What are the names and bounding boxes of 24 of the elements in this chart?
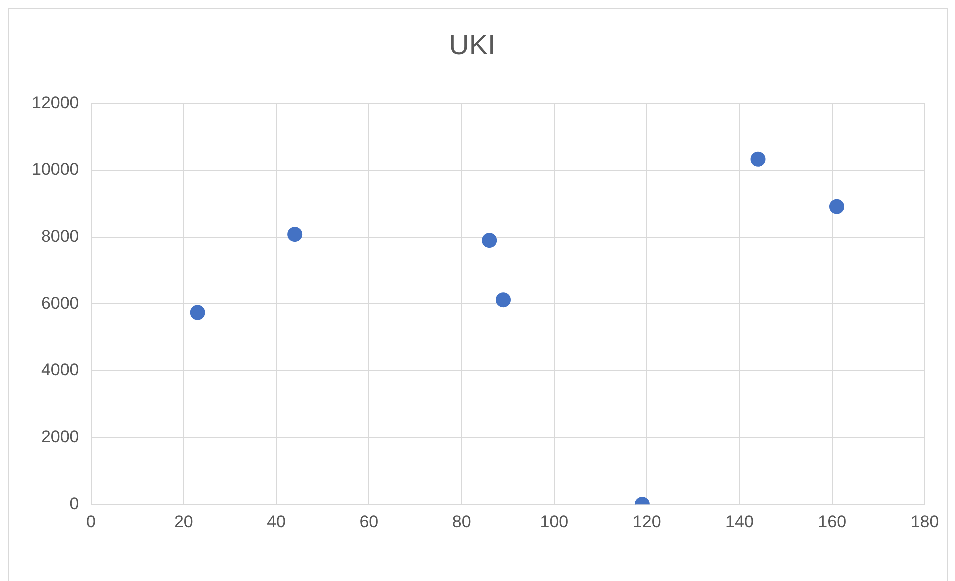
point: [482, 233, 498, 248]
x-tick-label: 80: [452, 512, 472, 532]
point: [190, 305, 206, 320]
x-tick-label: 180: [910, 512, 940, 532]
x-tick-label: 60: [360, 512, 379, 532]
x-tick-label: 140: [726, 512, 754, 532]
y-tick-label: 8000: [41, 226, 80, 246]
x-tick-label: 160: [818, 512, 847, 532]
point: [496, 292, 512, 308]
y-tick-label: 12000: [32, 93, 80, 112]
chart-title: UKI: [449, 30, 496, 61]
y-tick-label: 4000: [41, 360, 80, 380]
point: [829, 199, 844, 214]
y-tick-label: 10000: [32, 160, 80, 180]
x-tick-label: 100: [540, 512, 569, 532]
point: [288, 227, 303, 242]
x-tick-label: 0: [86, 512, 96, 532]
y-tick-label: 6000: [41, 294, 80, 313]
x-tick-label: 40: [267, 512, 286, 532]
x-tick-label: 120: [632, 512, 662, 532]
y-tick-label: 2000: [41, 427, 80, 446]
point: [750, 152, 766, 167]
x-tick-label: 20: [174, 512, 194, 532]
y-tick-label: 0: [70, 494, 80, 514]
